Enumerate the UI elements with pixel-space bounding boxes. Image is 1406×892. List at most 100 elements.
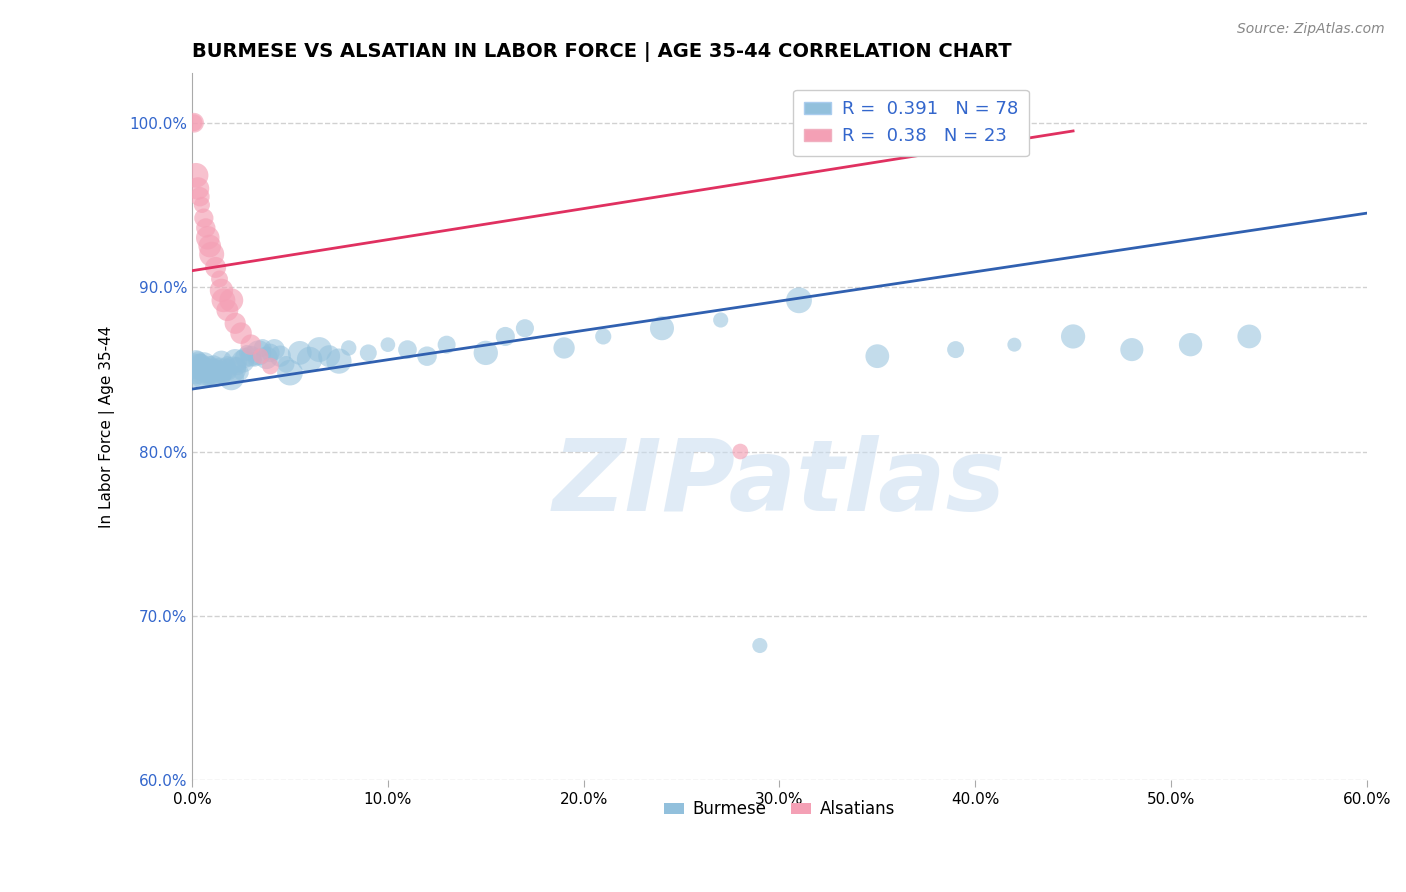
Point — [212, 370, 235, 384]
Point — [214, 362, 236, 376]
Point — [188, 359, 211, 373]
Point — [208, 359, 231, 373]
Point — [269, 349, 291, 363]
Point — [201, 247, 224, 261]
Point — [239, 349, 262, 363]
Point — [249, 349, 271, 363]
Point — [197, 362, 219, 376]
Point — [219, 293, 242, 308]
Point — [193, 211, 215, 225]
Point — [218, 366, 240, 380]
Point — [197, 231, 219, 245]
Point — [211, 354, 233, 368]
Point — [396, 343, 419, 357]
Point — [204, 362, 226, 376]
Point — [229, 326, 252, 340]
Point — [232, 354, 254, 368]
Point — [730, 444, 752, 458]
Point — [288, 346, 311, 360]
Point — [183, 116, 205, 130]
Point — [201, 362, 224, 376]
Point — [651, 321, 673, 335]
Point — [183, 116, 205, 130]
Point — [945, 343, 967, 357]
Point — [198, 368, 221, 382]
Point — [204, 370, 226, 384]
Point — [337, 341, 360, 355]
Point — [592, 329, 614, 343]
Point — [278, 366, 301, 380]
Point — [184, 169, 207, 183]
Point — [194, 359, 217, 373]
Point — [256, 351, 278, 365]
Point — [184, 354, 207, 368]
Point — [553, 341, 575, 355]
Point — [298, 352, 321, 367]
Point — [212, 293, 235, 308]
Point — [247, 346, 270, 360]
Point — [436, 337, 458, 351]
Point — [1239, 329, 1261, 343]
Point — [202, 366, 225, 380]
Point — [866, 349, 889, 363]
Point — [194, 221, 217, 235]
Point — [193, 366, 215, 380]
Point — [328, 354, 350, 368]
Point — [236, 346, 259, 360]
Legend: Burmese, Alsatians: Burmese, Alsatians — [657, 794, 901, 825]
Point — [208, 272, 231, 286]
Text: BURMESE VS ALSATIAN IN LABOR FORCE | AGE 35-44 CORRELATION CHART: BURMESE VS ALSATIAN IN LABOR FORCE | AGE… — [193, 42, 1012, 62]
Point — [211, 366, 233, 380]
Point — [494, 329, 516, 343]
Point — [193, 358, 215, 372]
Point — [318, 349, 340, 363]
Point — [259, 359, 281, 373]
Point — [308, 343, 330, 357]
Point — [1121, 343, 1143, 357]
Point — [274, 358, 297, 372]
Point — [416, 349, 439, 363]
Point — [201, 368, 224, 383]
Point — [229, 366, 252, 380]
Point — [1002, 337, 1025, 351]
Point — [194, 368, 217, 382]
Point — [377, 337, 399, 351]
Point — [198, 359, 221, 373]
Point — [202, 358, 225, 372]
Point — [183, 370, 205, 384]
Point — [1180, 337, 1202, 351]
Point — [187, 181, 209, 195]
Y-axis label: In Labor Force | Age 35-44: In Labor Force | Age 35-44 — [100, 326, 115, 528]
Point — [198, 239, 221, 253]
Point — [222, 362, 245, 376]
Point — [513, 321, 536, 335]
Point — [191, 370, 214, 384]
Point — [710, 313, 733, 327]
Point — [243, 352, 266, 367]
Point — [224, 354, 246, 368]
Text: ZIPatlas: ZIPatlas — [553, 435, 1005, 532]
Point — [219, 370, 242, 384]
Point — [252, 341, 274, 355]
Point — [474, 346, 496, 360]
Point — [217, 303, 239, 318]
Point — [204, 260, 226, 275]
Point — [197, 370, 219, 384]
Point — [191, 354, 214, 368]
Point — [239, 337, 262, 351]
Point — [1062, 329, 1084, 343]
Point — [191, 198, 214, 212]
Point — [211, 284, 233, 298]
Text: Source: ZipAtlas.com: Source: ZipAtlas.com — [1237, 22, 1385, 37]
Point — [183, 359, 205, 373]
Point — [187, 362, 209, 376]
Point — [233, 351, 256, 365]
Point — [191, 362, 214, 376]
Point — [787, 293, 810, 308]
Point — [207, 366, 229, 380]
Point — [217, 358, 239, 372]
Point — [224, 316, 246, 330]
Point — [188, 366, 211, 380]
Point — [357, 346, 380, 360]
Point — [259, 346, 281, 360]
